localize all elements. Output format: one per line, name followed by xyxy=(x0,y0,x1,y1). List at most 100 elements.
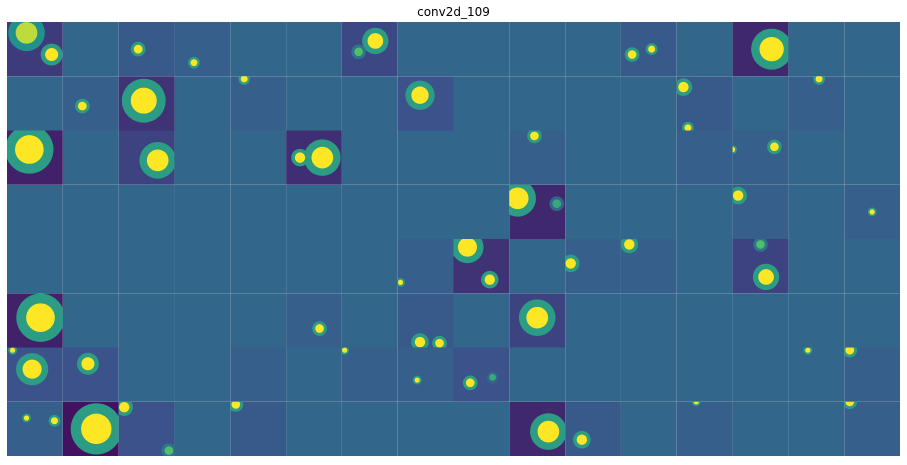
feature-map-tile xyxy=(509,130,566,185)
feature-map-tile xyxy=(565,347,621,402)
feature-map-tile xyxy=(118,184,175,239)
feature-map-tile xyxy=(565,22,621,77)
feature-map-tile xyxy=(620,401,677,456)
tile-background xyxy=(620,293,677,348)
feature-map-tile xyxy=(286,239,342,294)
activation-blob xyxy=(552,199,562,209)
feature-map-tile xyxy=(676,22,733,77)
activation-blob xyxy=(342,347,348,353)
tile-background xyxy=(286,401,342,456)
activation-blob xyxy=(23,415,30,421)
feature-map-tile xyxy=(341,76,398,131)
tile-background xyxy=(7,184,63,239)
tile-background xyxy=(509,22,566,77)
activation-blob xyxy=(627,50,637,59)
feature-map-tile xyxy=(230,293,287,348)
feature-map-tile xyxy=(341,184,398,239)
activation-blob xyxy=(81,357,95,371)
tile-background xyxy=(7,239,63,294)
feature-map-tile xyxy=(62,239,119,294)
tile-background xyxy=(844,239,900,294)
feature-map-grid xyxy=(7,22,900,456)
feature-map-tile xyxy=(565,76,621,131)
feature-map-tile xyxy=(844,401,900,456)
activation-blob xyxy=(530,131,539,141)
feature-map-tile xyxy=(453,347,510,402)
activation-blob xyxy=(693,401,699,405)
feature-map-tile xyxy=(62,22,119,77)
feature-map-tile xyxy=(62,130,119,185)
tile-background xyxy=(676,239,733,294)
tile-background xyxy=(7,401,63,456)
activation-blob xyxy=(484,274,495,285)
tile-background xyxy=(397,184,454,239)
feature-map-tile xyxy=(7,22,63,77)
activation-blob xyxy=(537,420,560,443)
feature-map-tile xyxy=(62,293,119,348)
tile-background xyxy=(732,401,789,456)
feature-map-tile xyxy=(174,130,231,185)
feature-map-tile xyxy=(174,347,231,402)
feature-map-tile xyxy=(676,293,733,348)
tile-background xyxy=(118,347,175,402)
activation-blob xyxy=(576,434,588,445)
feature-map-tile xyxy=(788,401,845,456)
activation-blob xyxy=(22,359,42,379)
activation-blob xyxy=(81,413,112,445)
feature-map-tile xyxy=(118,130,175,185)
activation-blob xyxy=(770,142,779,152)
tile-background xyxy=(286,22,342,77)
tile-background xyxy=(565,401,621,456)
activation-blob xyxy=(509,187,529,210)
tile-background xyxy=(230,184,287,239)
activation-blob xyxy=(118,401,130,413)
feature-map-tile xyxy=(788,239,845,294)
tile-background xyxy=(788,401,845,456)
feature-map-tile xyxy=(397,130,454,185)
activation-blob xyxy=(759,36,784,62)
tile-background xyxy=(62,76,119,131)
tile-background xyxy=(286,76,342,131)
tile-background xyxy=(732,76,789,131)
feature-map-tile xyxy=(676,401,733,456)
feature-map-tile xyxy=(118,76,175,131)
activation-blob xyxy=(315,324,324,333)
tile-background xyxy=(788,22,845,77)
tile-background xyxy=(341,184,398,239)
feature-map-tile xyxy=(732,22,789,77)
feature-map-tile xyxy=(620,22,677,77)
tile-background xyxy=(565,76,621,131)
tile-background xyxy=(565,130,621,185)
feature-map-tile xyxy=(397,347,454,402)
activation-blob xyxy=(50,417,58,425)
tile-background xyxy=(230,347,287,402)
activation-blob xyxy=(15,22,38,44)
tile-background xyxy=(620,184,677,239)
tile-background xyxy=(174,22,231,77)
tile-background xyxy=(565,22,621,77)
feature-map-tile xyxy=(676,239,733,294)
tile-background xyxy=(732,347,789,402)
feature-map-tile xyxy=(397,239,454,294)
feature-map-tile xyxy=(620,347,677,402)
tile-background xyxy=(230,401,287,456)
tile-background xyxy=(397,401,454,456)
tile-background xyxy=(62,239,119,294)
activation-blob xyxy=(758,269,774,285)
feature-map-tile xyxy=(341,401,398,456)
feature-map-tile xyxy=(174,76,231,131)
feature-map-tile xyxy=(732,184,789,239)
tile-background xyxy=(453,347,510,402)
feature-map-tile xyxy=(788,22,845,77)
feature-map-tile xyxy=(788,184,845,239)
tile-background xyxy=(676,347,733,402)
feature-map-tile xyxy=(341,293,398,348)
tile-background xyxy=(788,184,845,239)
feature-map-tile xyxy=(118,22,175,77)
tile-background xyxy=(62,293,119,348)
tile-background xyxy=(453,184,510,239)
feature-map-tile xyxy=(286,184,342,239)
feature-map-tile xyxy=(844,293,900,348)
tile-background xyxy=(788,347,845,402)
feature-map-tile xyxy=(397,76,454,131)
